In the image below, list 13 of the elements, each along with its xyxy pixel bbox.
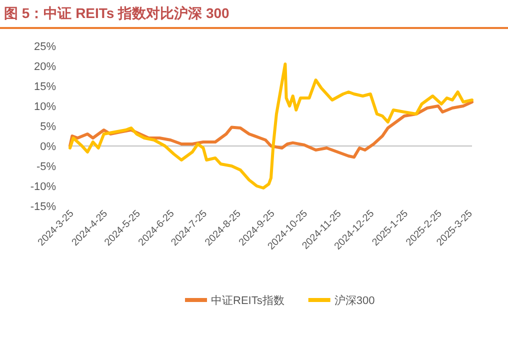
y-tick-label: -5% <box>36 161 56 173</box>
y-tick-label: 0% <box>40 141 56 153</box>
y-tick-label: 15% <box>34 81 56 93</box>
legend-label: 沪深300 <box>334 294 375 307</box>
chart-title: 图 5：中证 REITs 指数对比沪深 300 <box>4 5 230 21</box>
y-tick-label: 10% <box>34 101 56 113</box>
y-tick-label: -10% <box>30 181 56 193</box>
y-tick-label: 5% <box>40 121 56 133</box>
y-tick-label: 25% <box>34 41 56 53</box>
legend-label: 中证REITs指数 <box>211 294 284 307</box>
y-tick-label: 20% <box>34 61 56 73</box>
y-tick-label: -15% <box>30 201 56 213</box>
line-series <box>68 62 474 190</box>
